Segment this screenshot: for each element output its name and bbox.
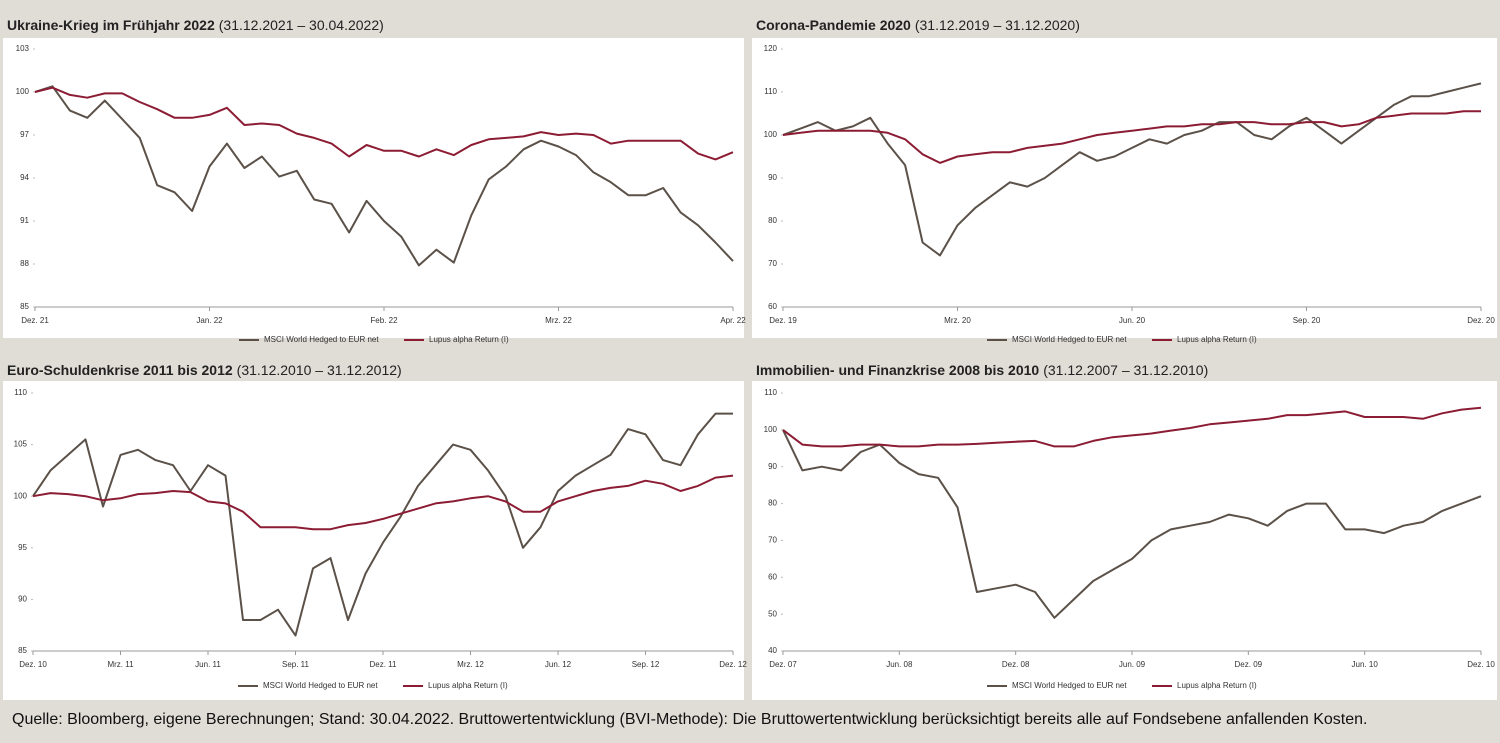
series-line [32,412,733,637]
y-tick-label: 60 [768,572,777,581]
y-tick-label: 40 [768,646,777,655]
y-tick-label: 100 [764,130,778,139]
chart-panel [3,38,744,338]
x-tick-label: Jun. 20 [1119,316,1146,325]
y-tick-label: 97 [20,130,29,139]
x-tick-label: Sep. 11 [282,660,310,669]
x-tick-label: Dez. 20 [1467,316,1495,325]
y-tick-label: 88 [20,259,29,268]
series-line [782,429,1482,619]
x-tick-label: Jun. 09 [1119,660,1146,669]
chart-panel [752,38,1497,338]
x-tick-label: Mrz. 20 [944,316,971,325]
series-line [782,110,1481,164]
y-tick-label: 110 [764,87,777,96]
x-tick-label: Dez. 19 [769,316,797,325]
x-tick-label: Mrz. 22 [545,316,572,325]
y-tick-label: 120 [764,44,778,53]
legend-label: MSCI World Hedged to EUR net [263,681,378,690]
y-tick-label: 95 [18,543,27,552]
y-tick-label: 110 [764,388,777,397]
x-tick-label: Dez. 10 [19,660,47,669]
chart-title: Immobilien- und Finanzkrise 2008 bis 201… [756,362,1208,378]
x-tick-label: Jun. 11 [195,660,221,669]
chart-title: Ukraine-Krieg im Frühjahr 2022 (31.12.202… [7,17,384,33]
x-tick-label: Dez. 12 [719,660,747,669]
y-tick-label: 103 [16,44,30,53]
legend-label: Lupus alpha Return (I) [1177,335,1257,344]
y-tick-label: 80 [768,499,777,508]
y-tick-label: 90 [768,462,777,471]
x-tick-label: Feb. 22 [370,316,398,325]
x-tick-label: Dez. 09 [1235,660,1263,669]
x-tick-label: Jun. 12 [545,660,572,669]
series-line [34,86,734,161]
x-tick-label: Sep. 12 [632,660,660,669]
series-line [782,406,1482,448]
x-tick-label: Dez. 07 [769,660,797,669]
y-tick-label: 85 [18,646,27,655]
x-tick-label: Dez. 08 [1002,660,1030,669]
y-tick-label: 60 [768,302,777,311]
y-tick-label: 70 [768,536,777,545]
chart-title-main: Immobilien- und Finanzkrise 2008 bis 201… [756,362,1039,378]
legend-label: MSCI World Hedged to EUR net [1012,335,1127,344]
legend-label: MSCI World Hedged to EUR net [1012,681,1127,690]
x-tick-label: Dez. 21 [21,316,49,325]
x-tick-label: Jan. 22 [196,316,223,325]
chart-title-period: (31.12.2019 – 31.12.2020) [915,17,1080,33]
legend-label: Lupus alpha Return (I) [428,681,508,690]
y-tick-label: 90 [18,595,27,604]
chart-title-main: Corona-Pandemie 2020 [756,17,911,33]
y-tick-label: 100 [764,425,778,434]
chart-title-main: Ukraine-Krieg im Frühjahr 2022 [7,17,215,33]
chart-title-main: Euro-Schuldenkrise 2011 bis 2012 [7,362,233,378]
y-tick-label: 91 [20,216,29,225]
x-tick-label: Jun. 08 [886,660,913,669]
legend-label: Lupus alpha Return (I) [429,335,509,344]
x-tick-label: Jun. 10 [1352,660,1379,669]
chart-panel [3,381,744,700]
y-tick-label: 94 [20,173,29,182]
source-note: Quelle: Bloomberg, eigene Berechnungen; … [12,711,1367,728]
x-tick-label: Mrz. 12 [457,660,484,669]
y-tick-label: 100 [14,491,28,500]
series-line [34,85,734,267]
series-line [782,82,1482,257]
y-tick-label: 85 [20,302,29,311]
y-tick-label: 80 [768,216,777,225]
chart-title-period: (31.12.2021 – 30.04.2022) [219,17,384,33]
y-tick-label: 110 [14,388,27,397]
x-tick-label: Mrz. 11 [107,660,134,669]
x-tick-label: Dez. 11 [370,660,398,669]
chart-title-period: (31.12.2007 – 31.12.2010) [1043,362,1208,378]
chart-title: Euro-Schuldenkrise 2011 bis 2012 (31.12.2… [7,362,402,378]
chart-panel [752,381,1497,700]
y-tick-label: 70 [768,259,777,268]
y-tick-label: 90 [768,173,777,182]
y-tick-label: 105 [14,440,28,449]
series-line [32,474,734,531]
legend-label: MSCI World Hedged to EUR net [264,335,379,344]
x-tick-label: Apr. 22 [720,316,746,325]
y-tick-label: 50 [768,609,777,618]
x-tick-label: Sep. 20 [1293,316,1321,325]
x-tick-label: Dez. 10 [1467,660,1495,669]
legend-label: Lupus alpha Return (I) [1177,681,1257,690]
chart-title-period: (31.12.2010 – 31.12.2012) [237,362,402,378]
y-tick-label: 100 [16,87,30,96]
chart-title: Corona-Pandemie 2020 (31.12.2019 – 31.12.… [756,17,1080,33]
